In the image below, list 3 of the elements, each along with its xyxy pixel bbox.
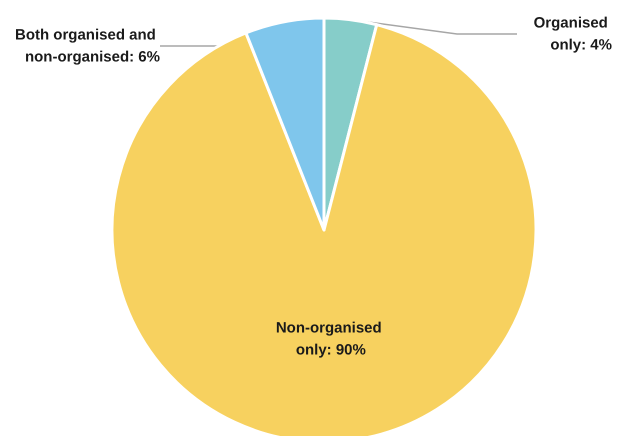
slice-label: Both organised and non-organised: 6% [14,26,160,66]
slice-label: Organised only: 4% [534,14,612,54]
slice-label: Non-organised only: 90% [276,319,386,358]
